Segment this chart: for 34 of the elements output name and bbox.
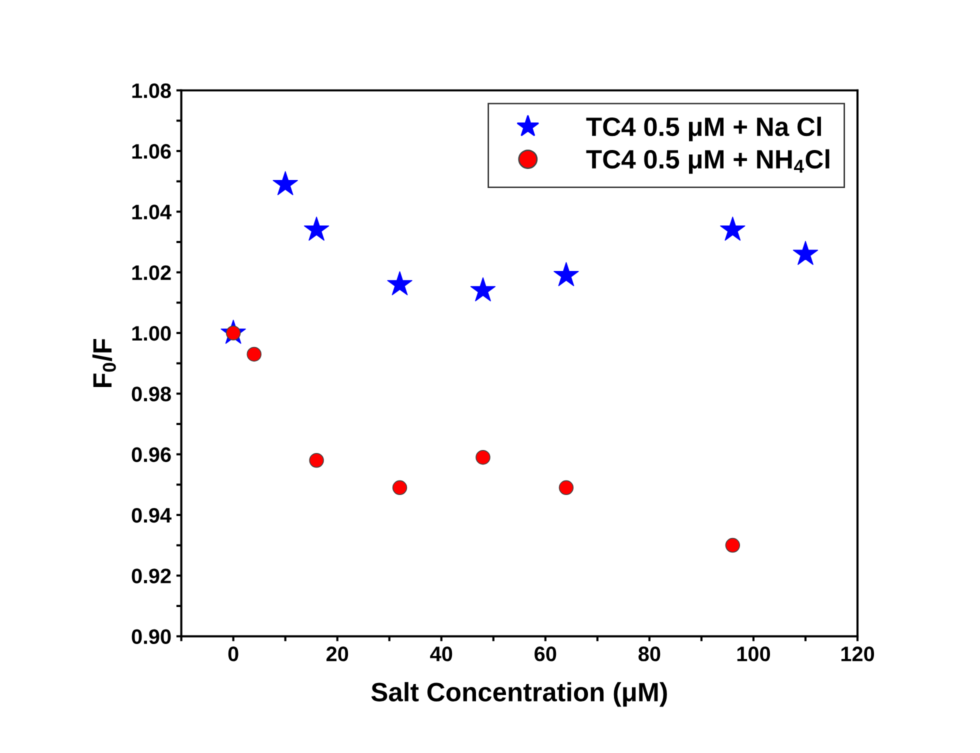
y-tick-label: 0.96 <box>132 447 171 462</box>
x-tick-label: 20 <box>326 646 348 662</box>
point <box>304 216 330 241</box>
x-axis-title: Salt Concentration (μM) <box>371 682 667 707</box>
y-tick-label: 1.02 <box>132 265 171 280</box>
x-tick-label: 40 <box>430 646 452 662</box>
y-axis-title: F$_{0}$/F <box>92 338 116 388</box>
point <box>720 216 746 241</box>
x-tick-label: 80 <box>638 646 660 662</box>
point <box>476 450 490 465</box>
point <box>725 538 740 553</box>
y-tick-label: 0.90 <box>132 629 171 644</box>
x-tick-label: 100 <box>737 646 770 662</box>
y-tick-label: 0.98 <box>132 386 171 402</box>
point <box>246 346 262 362</box>
point <box>272 171 298 196</box>
y-tick-label: 1.06 <box>132 144 171 159</box>
point <box>392 480 408 496</box>
legend-label: TC4 0.5 μM + NH$_{4}$Cl <box>586 149 830 174</box>
x-tick-label: 0 <box>228 646 238 662</box>
y-tick-label: 1.08 <box>132 83 171 98</box>
x-tick-label: 120 <box>841 646 874 662</box>
point <box>558 480 574 496</box>
point <box>387 271 412 296</box>
y-tick-label: 1.00 <box>132 326 171 341</box>
point <box>309 453 324 468</box>
point <box>554 262 579 286</box>
y-tick-label: 0.92 <box>132 568 171 584</box>
y-tick-label: 0.94 <box>132 508 172 523</box>
x-tick-label: 60 <box>534 646 556 662</box>
y-tick-label: 1.04 <box>132 204 172 220</box>
legend-label: TC4 0.5 μM + Na Cl <box>586 116 821 142</box>
point <box>792 240 818 265</box>
point <box>470 277 496 302</box>
